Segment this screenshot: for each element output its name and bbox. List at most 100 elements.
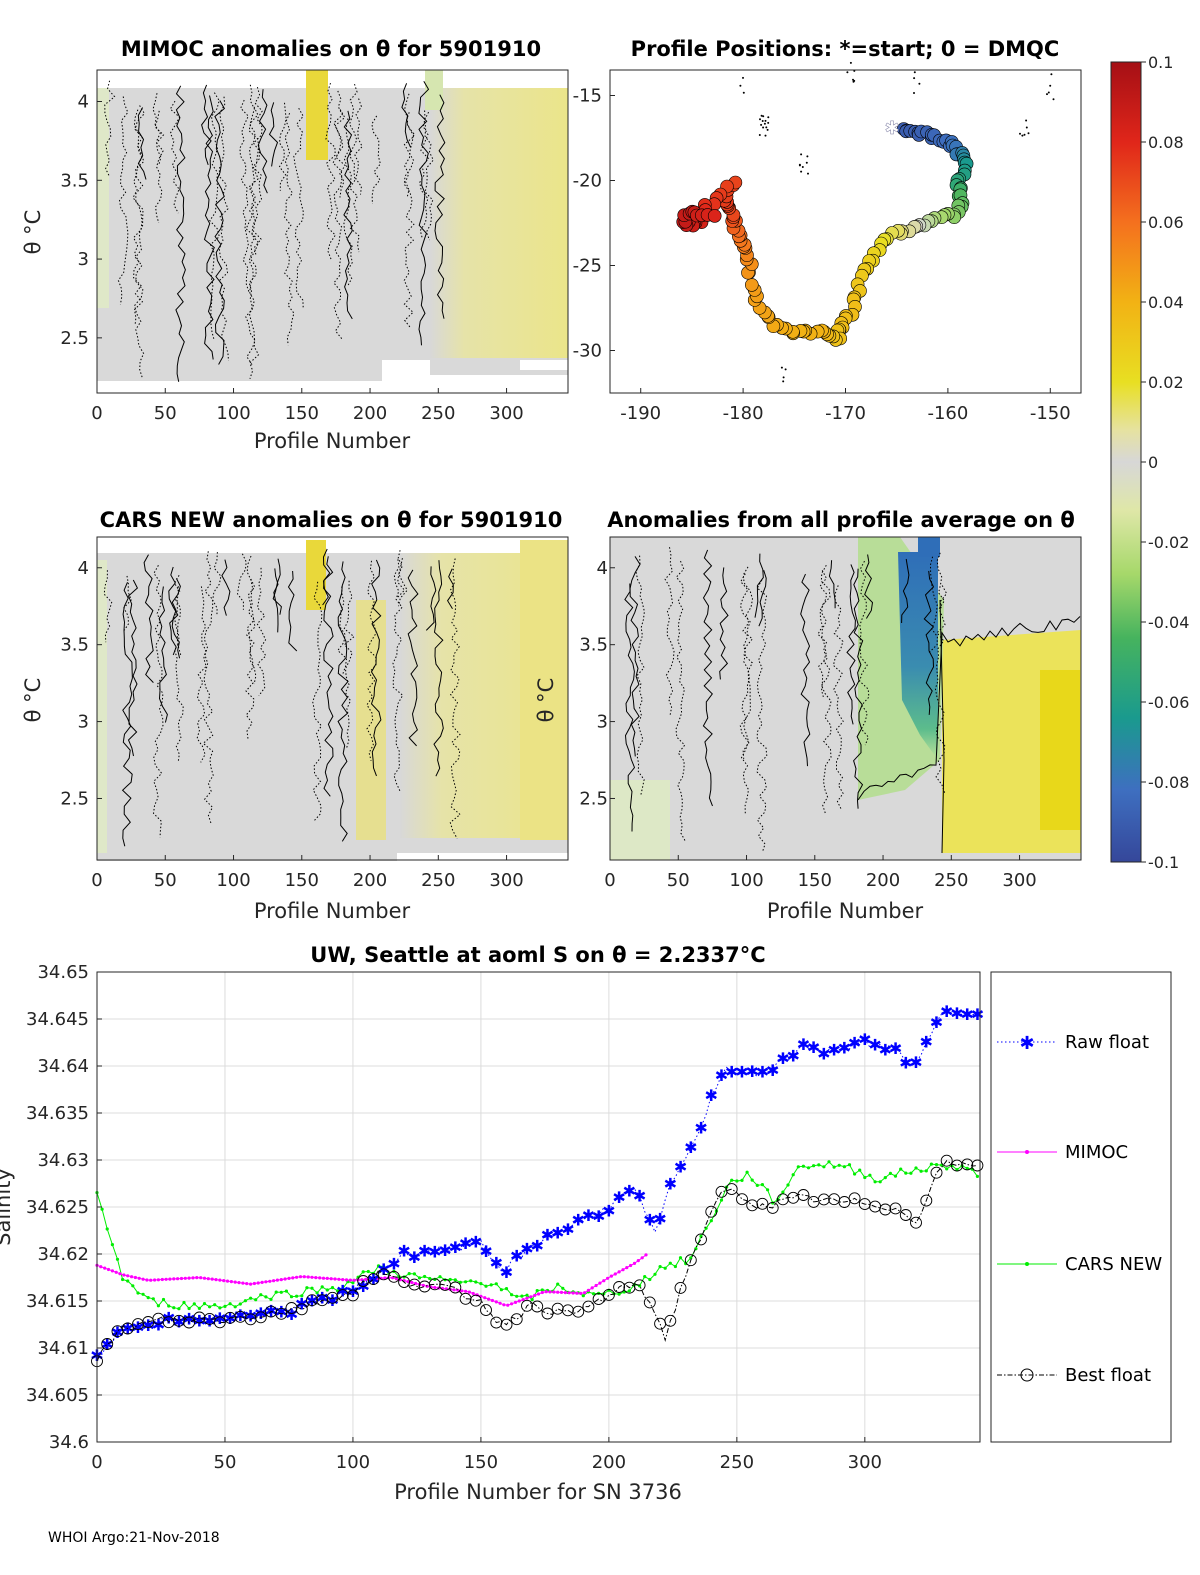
series-point [525, 1296, 529, 1300]
series-point [305, 1286, 309, 1290]
legend-item: ✱ Raw float [997, 1032, 1149, 1054]
land-dot [801, 166, 804, 168]
x-tick-label: 200 [592, 1452, 626, 1473]
raw-float-marker: ✱ [950, 1004, 963, 1023]
raw-float-marker: ✱ [889, 1039, 902, 1058]
best-float-marker [797, 1189, 810, 1201]
best-float-marker [193, 1311, 206, 1324]
series-point [249, 1282, 253, 1286]
series-point [673, 1264, 678, 1269]
series-point [506, 1303, 510, 1307]
series-point [594, 1283, 598, 1288]
raw-float-marker: ✱ [623, 1181, 636, 1200]
raw-float-marker: ✱ [500, 1263, 513, 1282]
series-point [883, 1176, 887, 1180]
best-float-marker [684, 1254, 697, 1267]
contour-line [398, 558, 408, 607]
land-dot [784, 368, 787, 371]
series-point [796, 1165, 800, 1169]
x-tick-label: 200 [353, 870, 387, 891]
series-point [914, 1166, 918, 1170]
series-point [536, 1292, 541, 1296]
best-float-marker [346, 1289, 359, 1302]
raw-float-marker: ✱ [807, 1038, 820, 1057]
legend-label: CARS NEW [1065, 1254, 1162, 1275]
series-point [243, 1299, 247, 1303]
series-point [195, 1276, 199, 1280]
land-dot [764, 119, 767, 122]
series-point [602, 1279, 606, 1283]
contour-line [939, 585, 948, 610]
land-dot [1025, 126, 1028, 129]
cars-anomaly-panel: CARS NEW anomalies on θ for 5901910 0 50 1… [21, 508, 569, 923]
raw-float-marker: ✱ [316, 1289, 329, 1308]
y-tick-label: 34.625 [26, 1197, 89, 1218]
average-axes: 0 50 100 150 200 250 300 2.5 3 3.5 4 [579, 558, 1036, 891]
raw-float-marker: ✱ [428, 1243, 441, 1262]
series-point [644, 1253, 648, 1257]
series-point [540, 1288, 544, 1292]
series-point [832, 1165, 836, 1169]
raw-float-marker: ✱ [960, 1005, 973, 1024]
series-point [487, 1297, 491, 1301]
best-float-marker [449, 1281, 462, 1294]
x-tick-label: 150 [285, 870, 319, 891]
series-point [533, 1293, 537, 1297]
series-point [314, 1276, 318, 1280]
series-point [460, 1289, 464, 1293]
series-point [417, 1276, 422, 1280]
contour-line [245, 578, 256, 740]
raw-float-marker: ✱ [643, 1211, 656, 1230]
series-point [192, 1302, 196, 1306]
land-dot [1021, 134, 1024, 137]
series-point [888, 1171, 893, 1175]
raw-float-marker: ✱ [715, 1066, 728, 1085]
raw-float-marker: ✱ [418, 1242, 431, 1261]
series-point [260, 1280, 264, 1284]
salinity-xlabel: Profile Number for SN 3736 [394, 1480, 682, 1504]
salinity-timeseries-panel: UW, Seattle at aoml S on θ = 2.2337°C ✱✱… [0, 943, 1172, 1504]
legend-marker: ✱ [1019, 1033, 1034, 1054]
land-dot [913, 77, 916, 80]
raw-float-marker: ✱ [858, 1030, 871, 1049]
series-point [202, 1276, 207, 1280]
legend-item: Best float [997, 1365, 1151, 1386]
salinity-ylabel: Salinity [0, 1168, 15, 1246]
land-dot [760, 123, 763, 126]
series-point [279, 1278, 283, 1282]
series-point [791, 1173, 795, 1177]
raw-float-marker: ✱ [746, 1062, 759, 1081]
series-point [259, 1293, 263, 1297]
series-point [213, 1303, 217, 1307]
series-point [233, 1280, 237, 1284]
raw-float-marker: ✱ [838, 1038, 851, 1057]
series-point [609, 1274, 614, 1278]
best-float-marker [541, 1307, 554, 1320]
raw-float-marker: ✱ [397, 1242, 410, 1261]
series-point [556, 1282, 560, 1286]
land-dot [739, 84, 742, 87]
cars-axes: 0 50 100 150 200 250 300 2.5 3 3.5 4 [60, 558, 523, 891]
contour-line [256, 567, 267, 697]
contour-line [246, 555, 257, 685]
contour-line [423, 111, 434, 241]
series-point [438, 1275, 442, 1279]
contour-line [403, 93, 415, 198]
series-point [245, 1282, 249, 1286]
raw-float-marker: ✱ [531, 1237, 544, 1256]
y-tick-label: 34.63 [37, 1150, 89, 1171]
series-point [719, 1198, 724, 1202]
series-point [583, 1291, 587, 1295]
contour-line [248, 106, 260, 379]
best-float-marker [592, 1293, 605, 1306]
x-tick-label: 0 [91, 1452, 102, 1473]
legend-label: Raw float [1065, 1032, 1149, 1053]
profile-position-marker [707, 209, 722, 223]
salinity-axes: 0 50 100 150 200 250 300 34.6 34.605 34.61 34.615 3… [26, 962, 882, 1473]
land-dot [800, 170, 803, 173]
series-point [406, 1280, 410, 1284]
best-float-marker [838, 1196, 851, 1208]
raw-float-marker: ✱ [326, 1291, 339, 1310]
contour-line [312, 581, 323, 823]
series-point [149, 1278, 153, 1282]
